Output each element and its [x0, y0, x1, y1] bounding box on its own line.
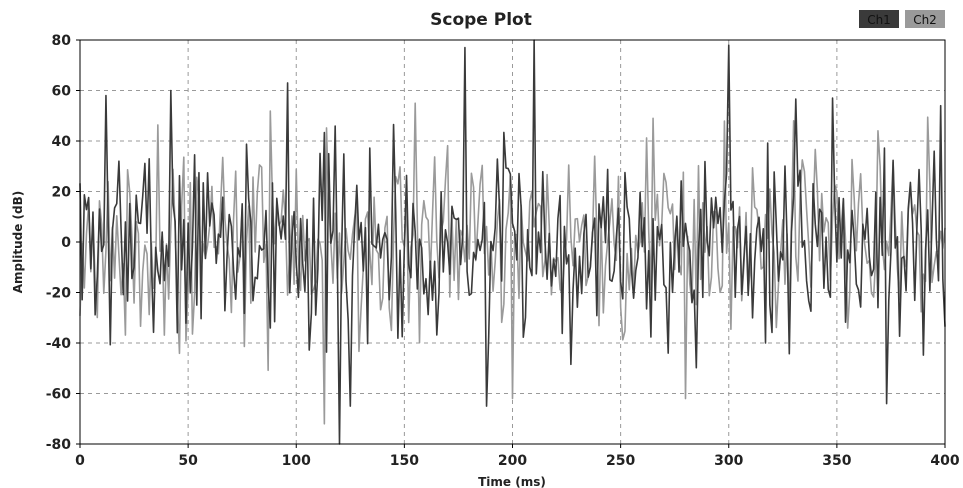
- series-line-ch1: [79, 39, 946, 445]
- legend-entry: Ch1: [867, 13, 891, 27]
- chart-title: Scope Plot: [430, 10, 532, 30]
- series-layer: [79, 39, 946, 445]
- x-tick-label: 150: [390, 453, 419, 469]
- x-tick-label: 300: [714, 453, 743, 469]
- x-tick-label: 0: [75, 453, 85, 469]
- y-tick-label: -40: [46, 336, 72, 352]
- x-axis-label: Time (ms): [478, 475, 546, 488]
- x-axis-ticks: 0 50 100 150 200 250 300 350 400: [75, 444, 960, 469]
- x-tick-label: 350: [822, 453, 851, 469]
- x-tick-label: 100: [282, 453, 311, 469]
- x-tick-label: 250: [606, 453, 635, 469]
- y-tick-label: -60: [46, 387, 72, 403]
- legend: Ch1 Ch2: [859, 10, 945, 28]
- y-tick-label: -80: [46, 437, 72, 453]
- series-line-ch2: [79, 102, 946, 425]
- y-tick-label: 20: [52, 185, 72, 201]
- x-tick-label: 200: [498, 453, 527, 469]
- y-tick-label: 60: [52, 84, 72, 100]
- x-tick-label: 400: [930, 453, 959, 469]
- legend-entry: Ch2: [913, 13, 937, 27]
- y-tick-label: 40: [52, 134, 72, 150]
- x-tick-label: 50: [178, 453, 198, 469]
- legend-swatch: [859, 10, 899, 28]
- y-axis-label: Amplitude (dB): [11, 191, 25, 294]
- y-tick-label: -20: [46, 286, 72, 302]
- y-tick-label: 80: [52, 33, 72, 49]
- y-axis-ticks: 80 60 40 20 0 -20 -40 -60 -80: [46, 33, 80, 453]
- legend-swatch: [905, 10, 945, 28]
- y-tick-label: 0: [61, 235, 71, 251]
